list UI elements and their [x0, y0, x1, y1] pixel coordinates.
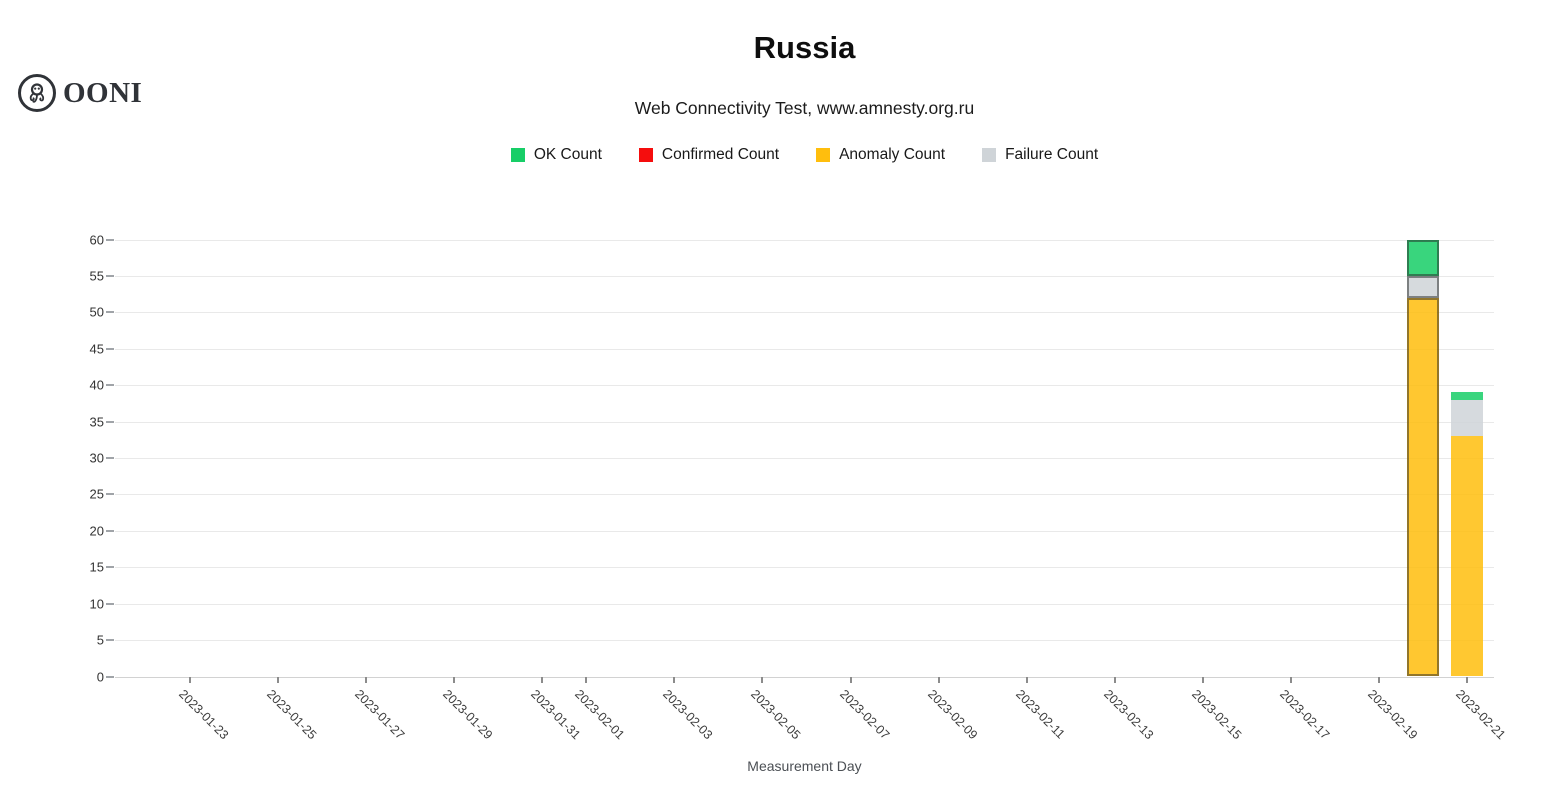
- chart-header: Russia Web Connectivity Test, www.amnest…: [115, 30, 1494, 119]
- legend-swatch-icon: [638, 148, 653, 162]
- x-tick-mark: [761, 677, 764, 683]
- legend-swatch-icon: [816, 148, 831, 162]
- legend-item: Anomaly Count: [816, 146, 945, 164]
- x-tick-mark: [541, 677, 544, 683]
- bar-segment-anomaly-count[interactable]: [1450, 436, 1483, 677]
- bar-segment-ok-count[interactable]: [1406, 239, 1439, 276]
- y-tick-label: 60: [89, 232, 104, 247]
- y-tick-label: 25: [89, 486, 104, 502]
- x-tick-mark: [849, 677, 852, 683]
- y-tick-label: 40: [89, 377, 104, 393]
- y-tick-mark: [106, 347, 114, 350]
- x-tick-label: 2023-02-05: [748, 686, 804, 742]
- legend-item-label: Failure Count: [1005, 146, 1099, 163]
- legend-item: Failure Count: [982, 146, 1098, 164]
- x-tick-label: 2023-02-19: [1364, 686, 1421, 742]
- x-tick-mark: [585, 677, 588, 683]
- ooni-logo: OONI: [18, 74, 142, 112]
- x-tick-mark: [365, 677, 368, 683]
- gridline: [115, 640, 1494, 642]
- chart-subtitle: Web Connectivity Test, www.amnesty.org.r…: [634, 98, 975, 118]
- x-axis-title: Measurement Day: [747, 758, 862, 774]
- y-tick-mark: [106, 675, 114, 678]
- y-tick-label: 30: [89, 450, 104, 466]
- bar-segment-ok-count[interactable]: [1450, 392, 1483, 400]
- gridline: [115, 385, 1494, 387]
- x-tick-mark: [1289, 677, 1292, 683]
- y-tick-label: 10: [89, 596, 104, 612]
- gridline: [115, 348, 1494, 350]
- brand-wordmark: OONI: [63, 76, 143, 109]
- legend-swatch-icon: [982, 148, 997, 162]
- legend-item: OK Count: [510, 146, 602, 164]
- gridline: [115, 530, 1494, 532]
- legend-item-label: OK Count: [533, 146, 602, 163]
- y-tick-label: 5: [96, 632, 104, 648]
- gridline: [115, 494, 1494, 496]
- legend-item: Confirmed Count: [638, 146, 780, 164]
- x-tick-mark: [1025, 677, 1028, 683]
- legend-item-label: Confirmed Count: [661, 146, 780, 163]
- x-tick-mark: [277, 677, 280, 683]
- gridline: [115, 312, 1494, 314]
- ooni-octopus-icon: [18, 74, 56, 112]
- x-tick-label: 2023-01-25: [264, 686, 320, 742]
- y-tick-mark: [106, 384, 114, 387]
- legend-item-label: Anomaly Count: [839, 146, 946, 163]
- x-tick-label: 2023-02-03: [660, 686, 716, 742]
- x-tick-label: 2023-02-09: [924, 686, 980, 742]
- x-tick-label: 2023-01-23: [176, 686, 232, 742]
- bar-segment-failure-count[interactable]: [1406, 275, 1439, 298]
- x-tick-mark: [1465, 677, 1468, 683]
- y-tick-mark: [106, 274, 114, 277]
- legend-swatch-icon: [510, 148, 525, 162]
- x-tick-label: 2023-01-27: [352, 686, 408, 742]
- y-tick-label: 0: [96, 669, 104, 684]
- gridline: [115, 421, 1494, 423]
- y-tick-label: 50: [89, 304, 104, 320]
- chart-title: Russia: [753, 30, 856, 65]
- y-tick-label: 35: [89, 414, 104, 430]
- x-tick-label: 2023-02-13: [1100, 686, 1156, 742]
- y-tick-mark: [106, 639, 114, 642]
- y-tick-mark: [106, 420, 114, 423]
- gridline: [115, 567, 1494, 569]
- bar-segment-failure-count[interactable]: [1450, 399, 1483, 437]
- gridline: [115, 275, 1494, 277]
- x-tick-mark: [1113, 677, 1116, 683]
- x-tick-label: 2023-02-15: [1188, 686, 1244, 742]
- x-tick-mark: [673, 677, 676, 683]
- gridline: [115, 458, 1494, 459]
- x-tick-mark: [937, 677, 940, 683]
- x-tick-label: 2023-01-29: [440, 686, 496, 742]
- gridline: [115, 239, 1494, 241]
- x-tick-mark: [1377, 677, 1380, 683]
- x-tick-mark: [453, 677, 456, 683]
- x-tick-label: 2023-02-17: [1276, 686, 1333, 742]
- y-tick-mark: [106, 566, 114, 569]
- y-tick-label: 55: [89, 268, 104, 284]
- y-tick-mark: [106, 238, 114, 241]
- y-tick-label: 45: [89, 341, 104, 357]
- x-tick-mark: [1201, 677, 1204, 683]
- y-tick-label: 20: [89, 523, 104, 539]
- gridline: [115, 676, 1494, 678]
- y-tick-mark: [106, 457, 114, 459]
- y-tick-mark: [106, 602, 114, 605]
- x-tick-label: 2023-02-21: [1452, 686, 1509, 742]
- x-tick-label: 2023-02-07: [836, 686, 892, 742]
- x-tick-mark: [189, 677, 191, 683]
- gridline: [115, 603, 1494, 605]
- y-tick-mark: [106, 311, 114, 314]
- bar-segment-anomaly-count[interactable]: [1406, 297, 1439, 677]
- y-tick-mark: [106, 529, 114, 532]
- x-tick-label: 2023-02-11: [1012, 686, 1068, 741]
- y-tick-label: 15: [89, 559, 104, 575]
- chart-legend: OK Count Confirmed Count Anomaly Count Fail…: [115, 146, 1494, 164]
- y-tick-mark: [106, 493, 114, 496]
